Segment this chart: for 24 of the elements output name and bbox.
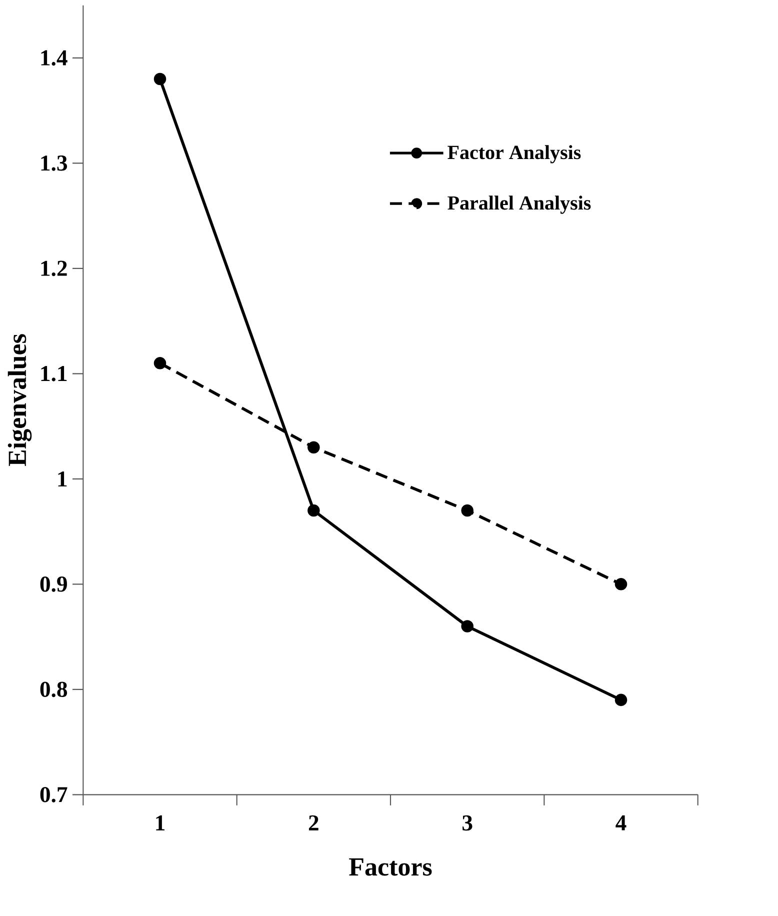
x-axis-title: Factors [349, 858, 432, 876]
x-tick-label: 4 [616, 815, 626, 830]
point [614, 578, 628, 590]
point [154, 72, 166, 86]
y-tick-label: 1.4 [41, 50, 68, 66]
y-tick-label: 0.7 [40, 786, 68, 802]
point [614, 694, 628, 706]
y-tick-label: 1.3 [41, 156, 68, 171]
point [308, 504, 320, 517]
point [308, 441, 320, 454]
x-tick-label: 1 [156, 815, 164, 830]
y-tick-label: 0.8 [40, 682, 68, 698]
x-tick-label: 3 [462, 815, 472, 831]
y-tick-label: 0.9 [40, 576, 67, 592]
point [461, 504, 474, 517]
y-tick-label: 1 [58, 471, 67, 486]
x-tick-label: 2 [308, 815, 318, 830]
legend-label: Parallel Analysis [448, 196, 591, 214]
y-axis-title: Eigenvalues [8, 334, 32, 466]
point [154, 357, 166, 370]
y-tick-label: 1.1 [41, 366, 67, 382]
y-tick-label: 1.2 [41, 260, 67, 276]
point [461, 620, 474, 632]
legend-label: Factor Analysis [448, 145, 581, 164]
